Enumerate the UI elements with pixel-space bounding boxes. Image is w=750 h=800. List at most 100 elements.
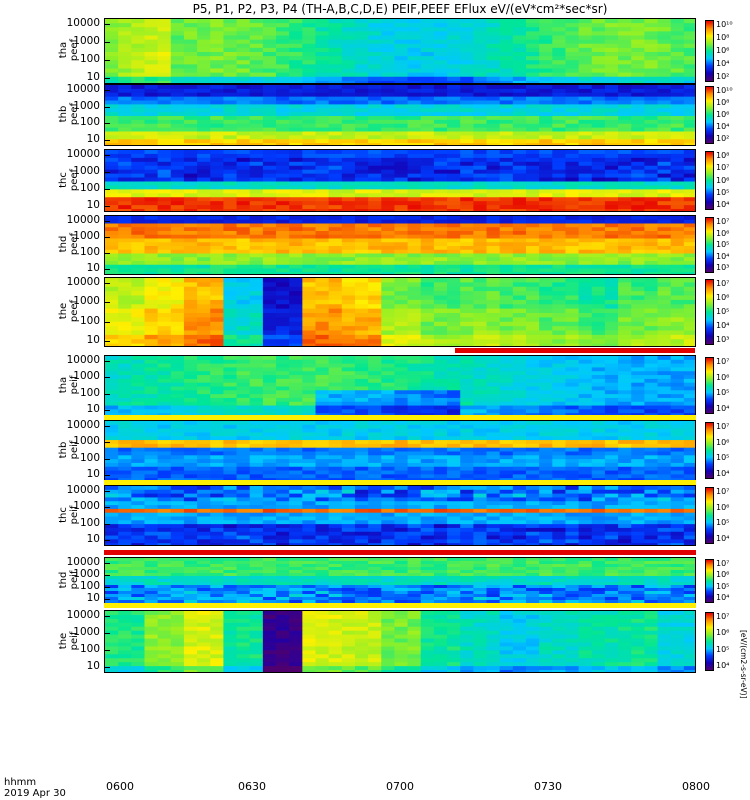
heatmap-cell xyxy=(644,257,659,262)
heatmap-cell xyxy=(433,308,448,314)
heatmap-cell xyxy=(210,343,224,346)
heatmap-cell xyxy=(683,375,695,380)
heatmap-cell xyxy=(381,447,396,453)
heatmap-cell xyxy=(354,92,369,98)
heatmap-cell xyxy=(341,308,356,314)
heatmap-cell xyxy=(315,177,330,183)
heatmap-cell xyxy=(407,343,422,346)
heatmap-cell xyxy=(236,405,251,410)
heatmap-cell xyxy=(354,371,369,376)
heatmap-cell xyxy=(289,363,303,369)
heatmap-cell xyxy=(249,363,264,369)
heatmap-cell xyxy=(131,390,146,395)
heatmap-cell xyxy=(381,108,396,113)
heatmap-cell xyxy=(460,317,474,323)
heatmap-cell xyxy=(525,261,540,266)
heatmap-cell xyxy=(499,219,514,225)
heatmap-cell xyxy=(276,282,290,288)
heatmap-cell xyxy=(223,436,238,441)
heatmap-cell xyxy=(210,68,224,74)
heatmap-cell xyxy=(131,165,146,171)
heatmap-cell xyxy=(328,390,343,395)
heatmap-cell xyxy=(499,116,514,121)
heatmap-cell xyxy=(183,116,198,121)
heatmap-cell xyxy=(565,405,580,410)
heatmap-cell xyxy=(683,394,695,399)
heatmap-cell xyxy=(368,189,382,194)
heatmap-cell xyxy=(105,35,119,41)
heatmap-cell xyxy=(552,173,567,179)
heatmap-cell xyxy=(249,451,264,456)
heatmap-cell xyxy=(289,330,303,336)
heatmap-cell xyxy=(262,304,277,310)
heatmap-cell xyxy=(683,317,695,323)
heatmap-cell xyxy=(118,432,132,437)
heatmap-cell xyxy=(170,27,185,32)
heatmap-cell xyxy=(631,356,645,361)
heatmap-cell xyxy=(525,189,540,194)
heatmap-cell xyxy=(249,165,264,171)
heatmap-cell xyxy=(223,409,238,414)
heatmap-cell xyxy=(539,330,553,336)
heatmap-cell xyxy=(144,367,159,372)
heatmap-cell xyxy=(591,119,606,125)
heatmap-cell xyxy=(486,375,501,380)
heatmap-cell xyxy=(302,231,317,236)
heatmap-cell xyxy=(539,371,553,376)
heatmap-cell xyxy=(262,326,277,332)
heatmap-cell xyxy=(368,268,382,273)
heatmap-cell xyxy=(368,413,382,415)
heatmap-cell xyxy=(354,291,369,297)
heatmap-cell xyxy=(276,440,290,445)
heatmap-cell xyxy=(289,413,303,415)
heatmap-cell xyxy=(394,19,409,24)
heatmap-cell xyxy=(183,139,198,144)
heatmap-cell xyxy=(170,295,185,301)
heatmap-cell xyxy=(512,150,527,155)
heatmap-cell xyxy=(433,286,448,292)
heatmap-cell xyxy=(170,304,185,310)
heatmap-cell xyxy=(473,455,488,460)
heatmap-cell xyxy=(328,451,343,456)
heatmap-cell xyxy=(591,219,606,225)
heatmap-cell xyxy=(315,181,330,187)
heatmap-cell xyxy=(236,177,251,183)
heatmap-cell xyxy=(223,405,238,410)
heatmap-cell xyxy=(499,238,514,243)
heatmap-cell xyxy=(118,100,132,105)
heatmap-cell xyxy=(525,321,540,327)
heatmap-cell xyxy=(183,257,198,262)
heatmap-cell xyxy=(473,401,488,407)
y-tick-mark xyxy=(105,155,110,156)
heatmap-cell xyxy=(420,321,435,327)
heatmap-cell xyxy=(236,334,251,340)
heatmap-cell xyxy=(407,85,422,90)
heatmap-cell xyxy=(683,185,695,190)
heatmap-cell xyxy=(105,123,119,129)
y-tick-mark xyxy=(105,302,110,304)
heatmap-cell xyxy=(565,343,580,346)
heatmap-cell xyxy=(394,64,409,70)
heatmap-cell xyxy=(578,386,593,391)
heatmap-cell xyxy=(683,334,695,340)
spectrogram-panel-thd-peef xyxy=(104,215,696,275)
heatmap-cell xyxy=(525,68,540,74)
heatmap-cell xyxy=(302,424,317,430)
heatmap-cell xyxy=(631,100,645,105)
heatmap-cell xyxy=(460,394,474,399)
heatmap-cell xyxy=(381,56,396,61)
heatmap-cell xyxy=(381,321,396,327)
heatmap-cell xyxy=(170,219,185,225)
heatmap-cell xyxy=(131,56,146,61)
heatmap-cell xyxy=(315,238,330,243)
heatmap-cell xyxy=(236,261,251,266)
heatmap-cell xyxy=(499,242,514,247)
heatmap-cell xyxy=(552,394,567,399)
heatmap-cell xyxy=(473,85,488,90)
heatmap-cell xyxy=(578,104,593,109)
heatmap-cell xyxy=(262,462,277,468)
heatmap-cell xyxy=(289,436,303,441)
heatmap-cell xyxy=(644,246,659,251)
heatmap-cell xyxy=(341,436,356,441)
heatmap-cell xyxy=(565,205,580,210)
